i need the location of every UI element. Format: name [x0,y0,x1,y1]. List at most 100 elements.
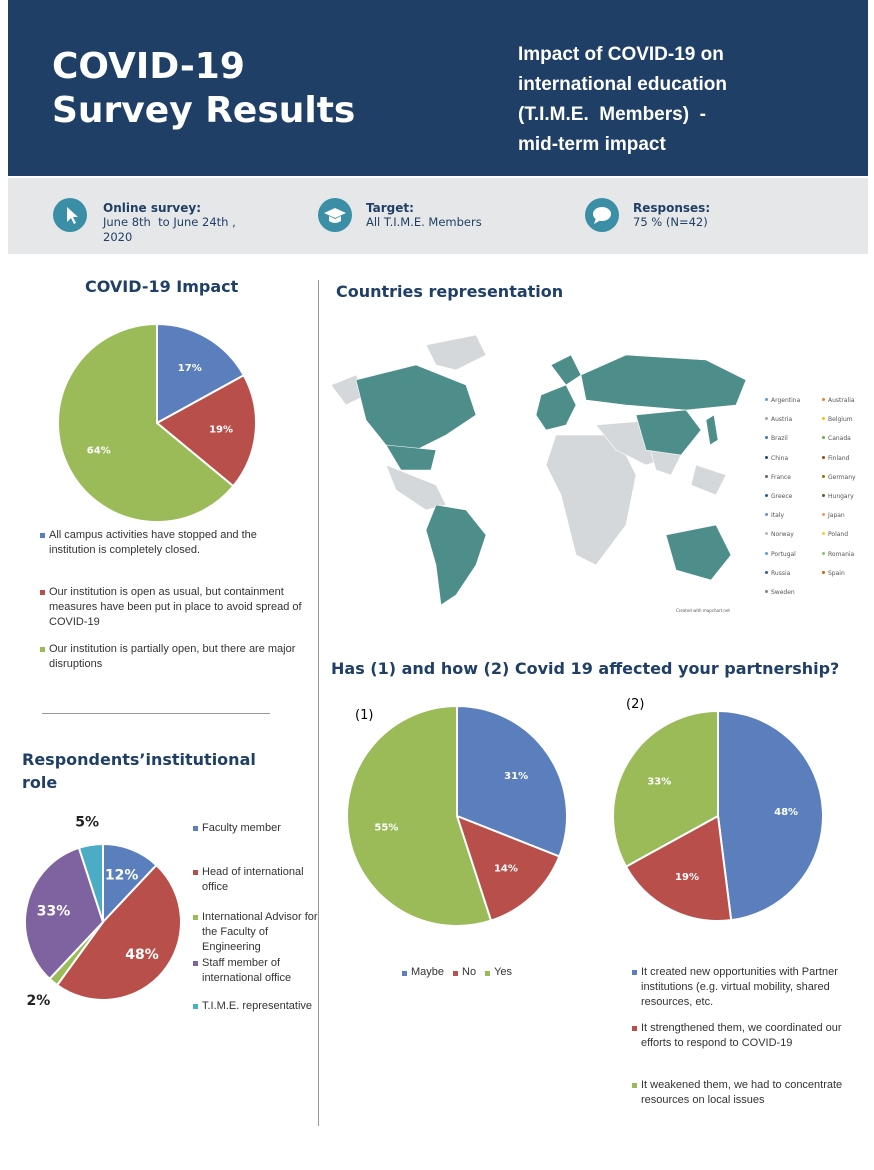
legend-dot [765,417,768,421]
legend-text: Norway [771,531,794,539]
legend-text: Russia [771,569,791,577]
slice-label: 55% [374,823,398,834]
legend-text: Our institution is open as usual, but co… [49,586,302,628]
legend-item: Maybe [402,966,444,978]
slice-label: 33% [647,777,671,788]
legend-dot [822,551,825,555]
slice-label: 12% [105,868,139,884]
subtitle: Impact of COVID-19 on international educ… [518,40,758,160]
pie-slice [456,704,568,858]
legend-text: Head of international office [202,866,304,893]
legend-dot [765,436,768,440]
divider [42,713,270,714]
legend-item: It weakened them, we had to concentrate … [632,1078,871,1108]
legend-text: Portugal [771,550,796,558]
slice-label: 19% [209,424,233,435]
legend-dot [822,398,825,401]
legend-text: Our institution is partially open, but t… [49,643,296,670]
legend-text: France [771,473,791,481]
legend-dot [765,494,768,497]
chart-label: (1) [355,708,374,723]
pie-slice [24,846,105,981]
legend-item: T.I.M.E. representative [193,999,327,1014]
legend-item: Argentina [765,397,800,404]
legend-text: Greece [771,493,793,500]
legend-dot [193,870,198,875]
legend-dot [765,590,768,593]
info-label: Target: [366,201,414,215]
legend-text: It created new opportunities with Partne… [641,966,838,1008]
legend-item: Brazil [765,435,788,442]
legend-dot [193,826,198,831]
info-label: Online survey: [103,201,202,215]
legend-text: T.I.M.E. representative [202,1000,313,1012]
legend-dot [40,533,45,538]
legend-dot [765,455,768,459]
legend-item: It strengthened them, we coordinated our… [632,1021,871,1051]
slice-label: 19% [675,872,699,883]
legend-text: Canada [828,435,851,443]
slice-label: 48% [125,947,159,963]
legend-dot [40,590,45,595]
legend-dot [632,1083,637,1088]
legend-item: Romania [822,551,854,558]
legend-item: Canada [822,435,851,442]
legend-dot [765,532,768,536]
legend-dot [632,1026,637,1031]
slice-label: 64% [87,446,111,457]
legend-item: Spain [822,570,845,577]
legend-item: Italy [765,512,784,519]
slice-label: 33% [37,904,71,920]
legend-dot [822,474,825,478]
legend-dot [822,570,825,574]
legend-item: Hungary [822,493,854,500]
legend-dot [822,513,825,517]
legend-item: It created new opportunities with Partne… [632,965,871,1010]
slice-label: 17% [178,363,202,374]
legend: Maybe No Yes [402,965,521,980]
legend-item: International Advisor for the Faculty of… [193,910,327,955]
chart-label: (2) [626,697,645,712]
legend-item: Faculty member [193,821,327,836]
legend-dot [822,494,825,497]
pie-slice [55,863,182,1001]
legend-item: France [765,474,791,481]
legend-dot [765,474,768,478]
legend-text: Japan [828,512,845,520]
pie-slice [717,709,824,922]
legend-dot [765,513,768,517]
pie-slice [612,709,719,868]
legend-dot [40,647,45,652]
legend-dot [822,532,825,536]
world-map [330,334,747,606]
pie-slice [77,842,104,923]
legend-item: All campus activities have stopped and t… [40,528,304,558]
legend-text: Staff member of international office [202,957,292,984]
map-title: Countries representation [336,282,564,301]
slice-label: 48% [774,807,798,818]
legend-text: Spain [828,569,845,577]
legend-text: Argentina [771,397,801,404]
legend-item: Head of international office [193,865,327,895]
slice-label: 14% [494,863,518,874]
legend-item: Russia [765,570,790,577]
header [8,0,868,176]
pie-slice [57,322,235,523]
legend-dot [193,915,198,920]
legend-dot [453,971,459,976]
info-item: Responses: 75 % (N=42) [633,201,710,230]
legend-item: Finland [822,455,849,462]
subtitle-line: international education [518,74,728,95]
legend-item: Japan [822,512,845,519]
legend-item: Belgium [822,416,853,423]
info-text: 75 % (N=42) [633,215,708,229]
legend-dot [193,961,198,966]
section-title: Has (1) and how (2) Covid 19 affected yo… [331,659,840,678]
legend-item: Norway [765,531,794,538]
legend-dot [485,971,491,976]
legend-item: Staff member of international office [193,956,327,986]
map-legend: Argentina Australia Austria Belgium Brazil Ca… [765,397,865,607]
legend-item: Our institution is open as usual, but co… [40,585,304,630]
legend-dot [765,398,768,401]
legend-item: Sweden [765,589,795,596]
